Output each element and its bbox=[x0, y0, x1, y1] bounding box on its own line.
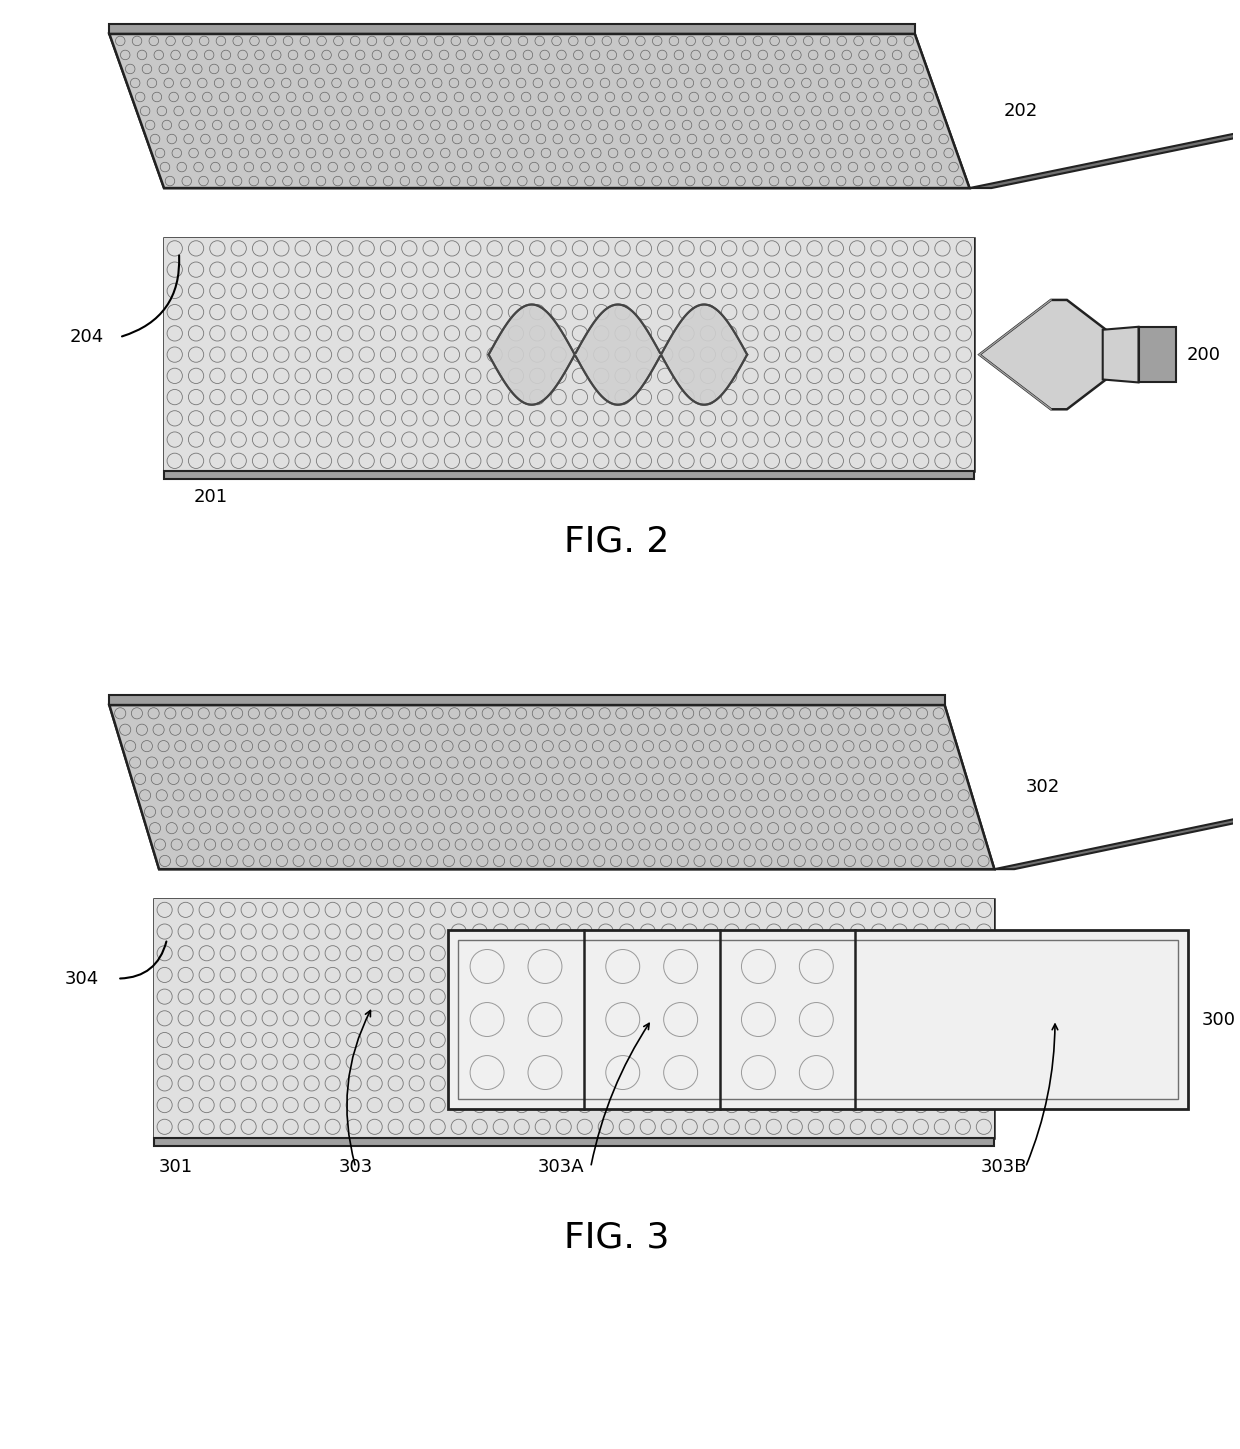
Text: FIG. 3: FIG. 3 bbox=[564, 1220, 670, 1253]
Text: FIG. 2: FIG. 2 bbox=[564, 525, 670, 558]
Bar bbox=[154, 1137, 994, 1146]
Bar bbox=[154, 898, 994, 1137]
Polygon shape bbox=[109, 33, 970, 188]
Text: 300: 300 bbox=[1202, 1010, 1236, 1029]
Polygon shape bbox=[994, 706, 1240, 869]
Text: 302: 302 bbox=[1027, 778, 1060, 796]
Polygon shape bbox=[109, 706, 994, 869]
Text: 303: 303 bbox=[339, 1158, 373, 1177]
Text: 200: 200 bbox=[1187, 346, 1220, 364]
Bar bbox=[154, 898, 994, 1137]
Polygon shape bbox=[109, 706, 994, 869]
Bar bbox=[164, 238, 975, 471]
Polygon shape bbox=[109, 25, 915, 33]
Text: 303A: 303A bbox=[538, 1158, 584, 1177]
Text: 201: 201 bbox=[193, 488, 228, 506]
Bar bbox=[448, 930, 1188, 1108]
Text: 202: 202 bbox=[1003, 101, 1038, 120]
Text: 303B: 303B bbox=[981, 1158, 1028, 1177]
Text: 204: 204 bbox=[69, 329, 104, 346]
Bar bbox=[458, 940, 1178, 1098]
Polygon shape bbox=[109, 696, 945, 706]
Text: 304: 304 bbox=[64, 969, 99, 988]
Polygon shape bbox=[980, 300, 1138, 409]
Bar bbox=[1138, 327, 1177, 383]
Text: 301: 301 bbox=[159, 1158, 193, 1177]
Polygon shape bbox=[109, 33, 970, 188]
Polygon shape bbox=[1102, 327, 1138, 383]
Polygon shape bbox=[970, 33, 1240, 188]
Polygon shape bbox=[489, 304, 748, 404]
Bar bbox=[164, 471, 975, 480]
Bar bbox=[164, 238, 975, 471]
